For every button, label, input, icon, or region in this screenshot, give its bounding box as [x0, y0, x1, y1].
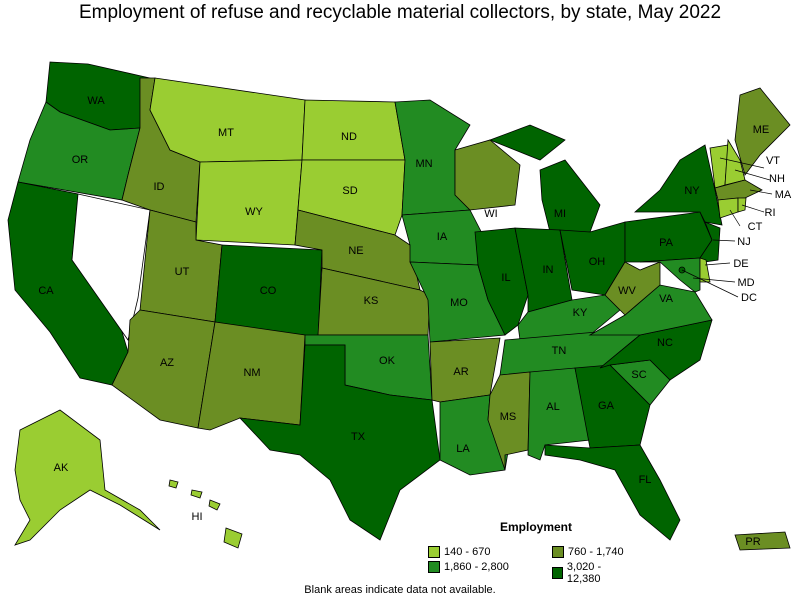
- legend-swatch-1: [428, 546, 440, 558]
- state-wi[interactable]: [454, 139, 521, 211]
- legend-swatch-2: [552, 546, 564, 558]
- state-label-ma: MA: [775, 189, 792, 201]
- state-label-sc: SC: [631, 369, 646, 381]
- state-label-vt: VT: [766, 155, 780, 167]
- legend-item-1: 140 - 670: [428, 546, 490, 558]
- state-label-wi: WI: [484, 208, 497, 220]
- state-label-wv: WV: [618, 285, 636, 297]
- state-label-co: CO: [260, 285, 277, 297]
- state-label-ok: OK: [379, 355, 396, 367]
- state-tx[interactable]: [238, 344, 441, 541]
- state-label-ak: AK: [54, 462, 69, 474]
- state-label-ar: AR: [453, 366, 468, 378]
- state-sd[interactable]: [297, 159, 406, 236]
- state-label-ks: KS: [364, 295, 379, 307]
- state-de[interactable]: [699, 257, 711, 283]
- legend-item-3: 1,860 - 2,800: [428, 561, 509, 573]
- state-label-me: ME: [753, 124, 770, 136]
- leader-lines: [681, 157, 773, 298]
- state-label-de: DE: [733, 258, 748, 270]
- state-label-ga: GA: [598, 400, 615, 412]
- state-wv[interactable]: [604, 261, 661, 316]
- state-label-az: AZ: [160, 357, 174, 369]
- data-note: Blank areas indicate data not available.: [304, 584, 496, 596]
- legend-item-2: 760 - 1,740: [552, 546, 624, 558]
- state-label-nh: NH: [769, 173, 785, 185]
- state-nd[interactable]: [301, 99, 406, 161]
- legend-label-1: 140 - 670: [444, 546, 491, 558]
- state-label-hi: HI: [192, 511, 203, 523]
- state-label-ky: KY: [573, 307, 588, 319]
- state-label-ca: CA: [38, 285, 54, 297]
- state-label-in: IN: [543, 264, 554, 276]
- state-wy[interactable]: [195, 159, 303, 246]
- legend-title: Employment: [500, 520, 573, 534]
- state-pr[interactable]: [734, 531, 791, 551]
- state-label-sd: SD: [342, 185, 357, 197]
- state-label-ct: CT: [748, 221, 763, 233]
- state-label-mi: MI: [554, 208, 566, 220]
- state-label-mo: MO: [450, 297, 468, 309]
- state-label-mn: MN: [415, 158, 432, 170]
- state-label-la: LA: [456, 443, 470, 455]
- state-mt[interactable]: [149, 77, 306, 163]
- legend-item-4: 3,020 - 12,380: [552, 561, 630, 585]
- state-label-pa: PA: [659, 237, 674, 249]
- legend-label-2: 760 - 1,740: [568, 546, 624, 558]
- state-label-ms: MS: [500, 411, 517, 423]
- state-label-nc: NC: [657, 337, 673, 349]
- state-label-nm: NM: [243, 367, 260, 379]
- state-label-nj: NJ: [737, 236, 750, 248]
- state-label-ri: RI: [765, 207, 776, 219]
- legend: Employment 140 - 670 760 - 1,740 1,860 -…: [420, 518, 630, 585]
- state-ny[interactable]: [633, 144, 723, 226]
- legend-label-4: 3,020 - 12,380: [566, 561, 602, 585]
- state-label-tx: TX: [351, 431, 366, 443]
- legend-swatch-4: [552, 567, 563, 579]
- state-label-ia: IA: [437, 231, 448, 243]
- state-label-tn: TN: [552, 345, 567, 357]
- state-label-nd: ND: [341, 131, 357, 143]
- state-label-ne: NE: [348, 245, 363, 257]
- state-ma[interactable]: [714, 179, 763, 201]
- state-hi[interactable]: [168, 479, 243, 549]
- state-label-ut: UT: [175, 266, 190, 278]
- state-label-wa: WA: [87, 95, 105, 107]
- state-label-al: AL: [546, 401, 559, 413]
- map-title: Employment of refuse and recyclable mate…: [78, 2, 722, 23]
- state-label-oh: OH: [589, 256, 606, 268]
- state-label-wy: WY: [245, 206, 263, 218]
- state-label-md: MD: [737, 277, 754, 289]
- state-ak[interactable]: [14, 409, 161, 546]
- state-ct[interactable]: [717, 197, 739, 219]
- state-label-id: ID: [154, 181, 165, 193]
- state-label-va: VA: [659, 293, 674, 305]
- state-label-ny: NY: [684, 185, 700, 197]
- state-label-dc: DC: [741, 292, 757, 304]
- state-me[interactable]: [734, 87, 791, 176]
- legend-label-3: 1,860 - 2,800: [444, 561, 509, 573]
- state-fl[interactable]: [544, 444, 681, 541]
- state-label-mt: MT: [218, 127, 234, 139]
- legend-swatch-3: [428, 561, 440, 573]
- state-label-fl: FL: [639, 474, 652, 486]
- state-label-il: IL: [501, 272, 510, 284]
- state-label-or: OR: [72, 154, 89, 166]
- state-label-pr: PR: [745, 536, 760, 548]
